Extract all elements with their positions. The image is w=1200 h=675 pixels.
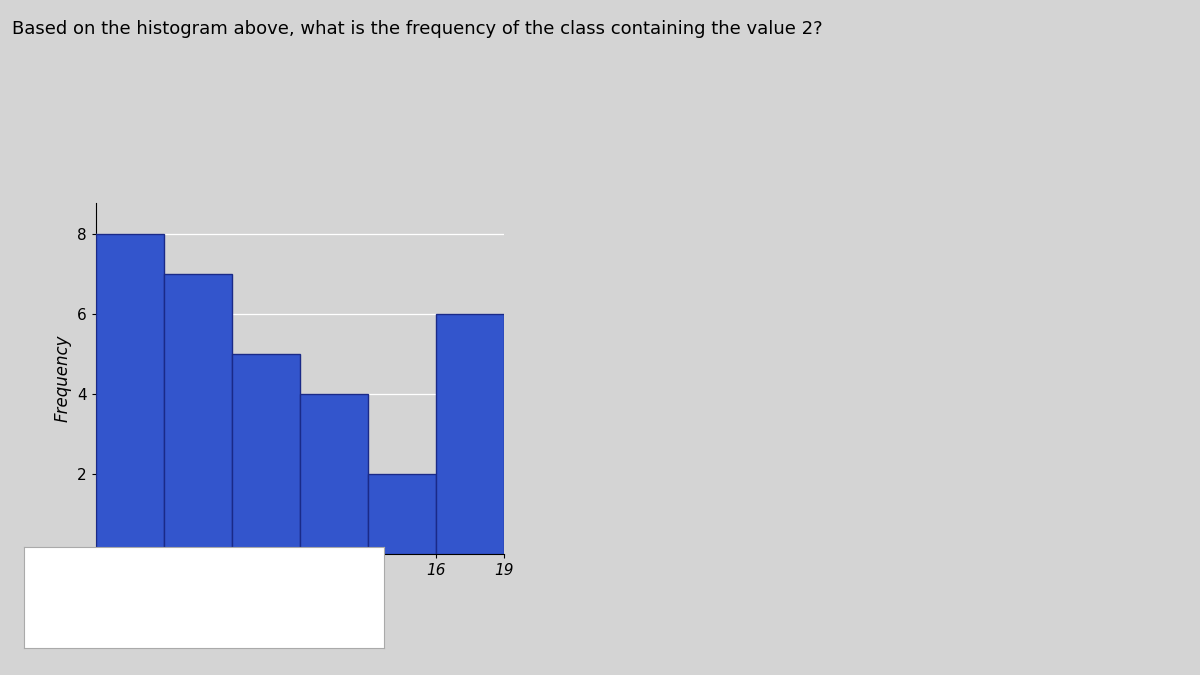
Y-axis label: Frequency: Frequency xyxy=(54,334,72,422)
Bar xyxy=(164,274,232,554)
X-axis label: data: data xyxy=(281,583,319,601)
Bar xyxy=(368,474,436,554)
Text: Based on the histogram above, what is the frequency of the class containing the : Based on the histogram above, what is th… xyxy=(12,20,823,38)
Bar xyxy=(232,354,300,554)
Bar xyxy=(300,394,368,554)
Bar xyxy=(96,234,164,554)
Bar xyxy=(436,314,504,554)
